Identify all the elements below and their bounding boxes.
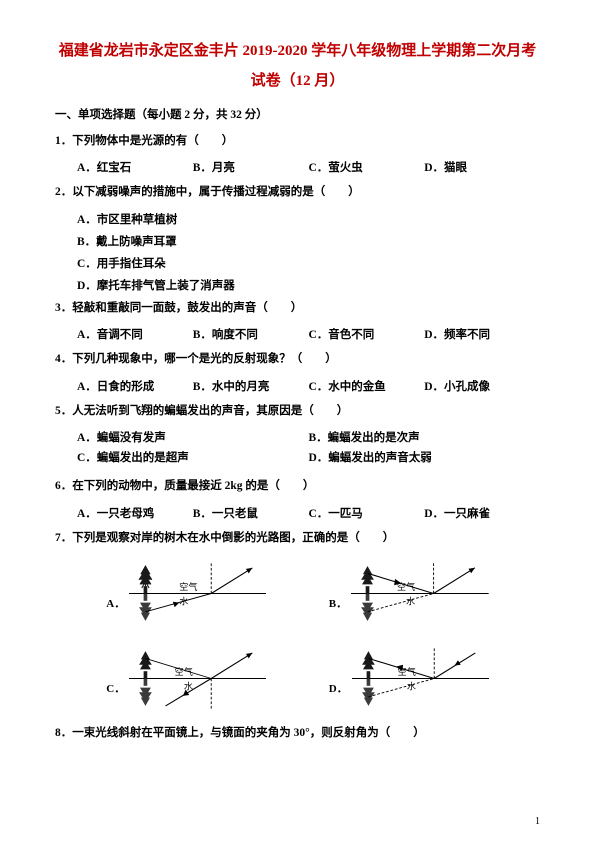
q7-diagram-d: D． 空气 水 [329,641,489,716]
q4-opt-a: A．日食的形成 [77,378,193,394]
page-number: 1 [535,816,540,827]
q3-opt-b: B．响度不同 [193,326,309,342]
q3-opt-d: D．频率不同 [424,326,540,342]
q2-opt-d: D．摩托车排气管上装了消声器 [77,277,540,293]
q5-opt-d: D．蝙蝠发出的声音太弱 [309,449,541,465]
q3-opt-c: C．音色不同 [309,326,425,342]
q2-opt-a: A．市区里种草植树 [77,211,540,227]
svg-text:空气: 空气 [175,666,193,677]
q7-label-d: D． [329,680,348,716]
q5-opt-a: A．蝙蝠没有发声 [77,429,309,445]
q6-opt-a: A．一只老母鸡 [77,505,193,521]
q7-diagram-a: A． 空气 水 [106,556,266,631]
question-3-options: A．音调不同 B．响度不同 C．音色不同 D．频率不同 [77,326,540,342]
question-4-options: A．日食的形成 B．水中的月亮 C．水中的金鱼 D．小孔成像 [77,378,540,394]
question-1: 1．下列物体中是光源的有（ ） [55,132,540,152]
q7-label-c: C． [106,680,125,716]
exam-title-line1: 福建省龙岩市永定区金丰片 2019-2020 学年八年级物理上学期第二次月考 [55,40,540,63]
diagram-d-svg: 空气 水 [352,641,489,716]
q1-opt-d: D．猫眼 [424,159,540,175]
diagram-c-svg: 空气 水 [129,641,266,716]
q4-opt-b: B．水中的月亮 [193,378,309,394]
question-5-options: A．蝙蝠没有发声 B．蝙蝠发出的是次声 C．蝙蝠发出的是超声 D．蝙蝠发出的声音… [77,429,540,469]
q5-opt-b: B．蝙蝠发出的是次声 [309,429,541,445]
q4-opt-c: C．水中的金鱼 [309,378,425,394]
question-6: 6．在下列的动物中，质量最接近 2kg 的是（ ） [55,477,540,497]
question-5: 5．人无法听到飞翔的蝙蝠发出的声音，其原因是（ ） [55,402,540,422]
question-8: 8．一束光线斜射在平面镜上，与镜面的夹角为 30°，则反射角为（ ） [55,724,540,744]
q7-diagram-c: C． 空气 水 [106,641,266,716]
q7-label-a: A． [106,595,125,631]
question-3: 3．轻敲和重敲同一面鼓，鼓发出的声音（ ） [55,299,540,319]
q5-opt-c: C．蝙蝠发出的是超声 [77,449,309,465]
question-1-options: A．红宝石 B．月亮 C．萤火虫 D．猫眼 [77,159,540,175]
q2-opt-b: B．戴上防噪声耳罩 [77,233,540,249]
q1-opt-a: A．红宝石 [77,159,193,175]
exam-title-line2: 试卷（12 月） [55,69,540,90]
question-7: 7．下列是观察对岸的树木在水中倒影的光路图，正确的是（ ） [55,529,540,549]
question-6-options: A．一只老母鸡 B．一只老鼠 C．一匹马 D．一只麻雀 [77,505,540,521]
svg-text:空气: 空气 [179,581,197,592]
question-2: 2．以下减弱噪声的措施中，属于传播过程减弱的是（ ） [55,183,540,203]
q7-label-b: B． [329,595,347,631]
q3-opt-a: A．音调不同 [77,326,193,342]
q7-diagram-b: B． 空气 水 [329,556,489,631]
diagram-a-svg: 空气 水 [129,556,266,631]
q1-opt-b: B．月亮 [193,159,309,175]
q2-opt-c: C．用手指住耳朵 [77,255,540,271]
diagram-b-svg: 空气 水 [351,556,489,631]
q7-diagrams-row2: C． 空气 水 D． 空气 水 [75,641,520,716]
q6-opt-d: D．一只麻雀 [424,505,540,521]
q1-opt-c: C．萤火虫 [309,159,425,175]
question-4: 4．下列几种现象中，哪一个是光的反射现象？（ ） [55,350,540,370]
section-header: 一、单项选择题（每小题 2 分，共 32 分） [55,106,540,122]
q4-opt-d: D．小孔成像 [424,378,540,394]
question-2-options: A．市区里种草植树 B．戴上防噪声耳罩 C．用手指住耳朵 D．摩托车排气管上装了… [77,211,540,293]
q7-diagrams-row1: A． 空气 水 B． 空气 水 [75,556,520,631]
q6-opt-b: B．一只老鼠 [193,505,309,521]
q6-opt-c: C．一匹马 [309,505,425,521]
